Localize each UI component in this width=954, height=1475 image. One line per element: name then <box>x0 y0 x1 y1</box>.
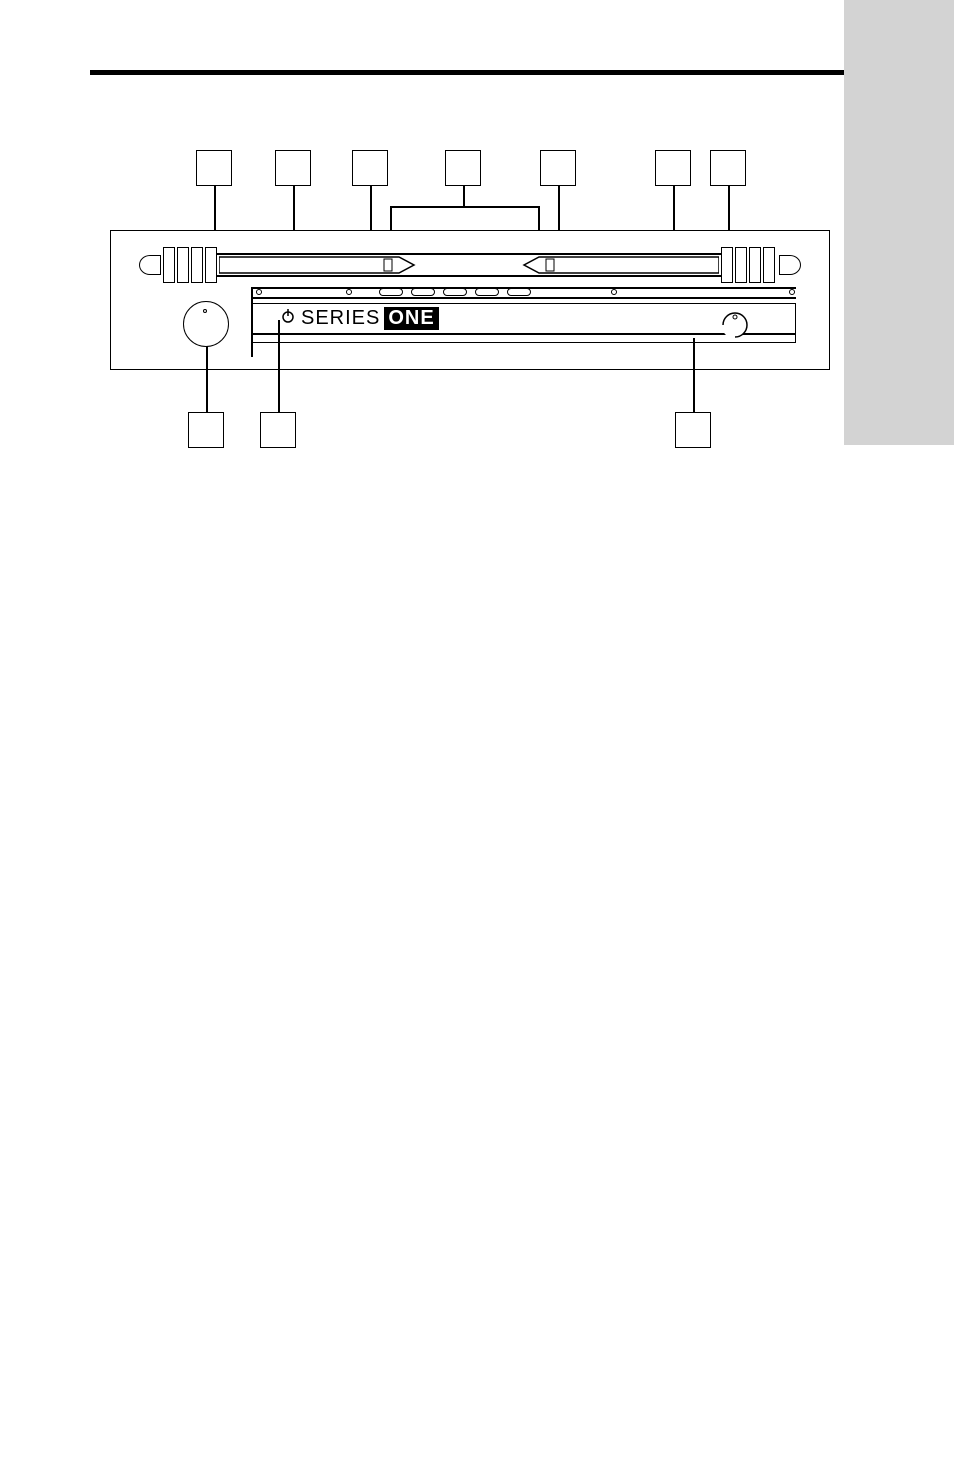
center-oval-1 <box>379 288 403 296</box>
rib-l3 <box>191 247 203 283</box>
power-indicator-icon <box>281 309 295 323</box>
callout-box-7 <box>710 150 746 186</box>
horizontal-rule <box>90 70 860 75</box>
center-oval-3 <box>443 288 467 296</box>
slot-line-bottom <box>251 297 796 299</box>
brand-series-text: SERIES <box>301 307 380 330</box>
callout-box-1 <box>196 150 232 186</box>
leader-line-10 <box>693 338 695 412</box>
center-oval-2 <box>411 288 435 296</box>
callout-box-3 <box>352 150 388 186</box>
callout-box-5 <box>540 150 576 186</box>
right-end-cap <box>779 255 801 275</box>
left-pointer-shape <box>219 255 419 275</box>
device-diagram: SERIES ONE <box>110 150 830 450</box>
handle-bot-line <box>217 275 721 277</box>
leader-line-4-h <box>390 206 538 208</box>
rib-l1 <box>163 247 175 283</box>
leader-line-8 <box>206 346 208 412</box>
callout-box-2 <box>275 150 311 186</box>
screw-2 <box>346 289 352 295</box>
center-oval-5 <box>507 288 531 296</box>
callout-box-10 <box>675 412 711 448</box>
callout-box-8 <box>188 412 224 448</box>
callout-box-9 <box>260 412 296 448</box>
rib-r1 <box>721 247 733 283</box>
brand-panel-mid <box>251 333 796 335</box>
left-end-cap <box>139 255 161 275</box>
brand-one-text: ONE <box>384 307 438 330</box>
screw-4 <box>789 289 795 295</box>
rib-r2 <box>735 247 747 283</box>
left-knob-dot <box>203 309 207 313</box>
rib-l2 <box>177 247 189 283</box>
brand-label: SERIES ONE <box>301 307 439 330</box>
right-pointer-shape <box>519 255 719 275</box>
panel-left-edge <box>251 287 253 357</box>
screw-1 <box>256 289 262 295</box>
screw-3 <box>611 289 617 295</box>
rib-r3 <box>749 247 761 283</box>
device-frame: SERIES ONE <box>110 230 830 370</box>
sidebar-gray-band <box>844 0 954 445</box>
callout-box-4 <box>445 150 481 186</box>
rib-r4 <box>763 247 775 283</box>
rib-l4 <box>205 247 217 283</box>
left-knob <box>183 301 229 347</box>
callout-box-6 <box>655 150 691 186</box>
right-arc-knob <box>721 311 749 339</box>
leader-line-9 <box>278 320 280 412</box>
leader-line-4-v <box>463 186 465 206</box>
center-oval-4 <box>475 288 499 296</box>
